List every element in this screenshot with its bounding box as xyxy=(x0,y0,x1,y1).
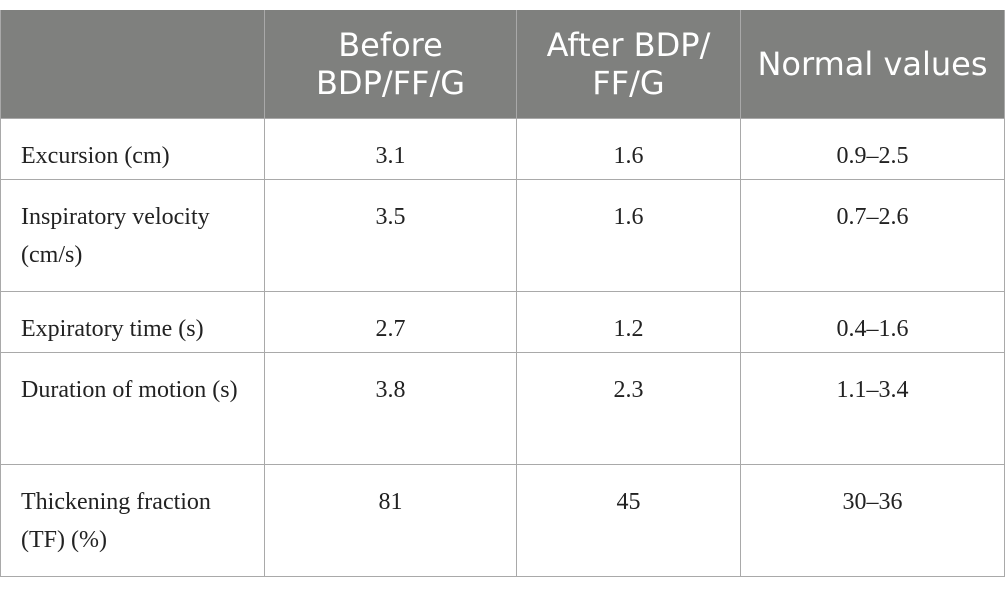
row-label: Duration of motion (s) xyxy=(0,352,265,465)
after-value: 1.6 xyxy=(516,118,741,180)
header-cell-empty xyxy=(0,10,265,119)
table-row: Inspiratory velocity (cm/s) 3.5 1.6 0.7–… xyxy=(0,179,1005,292)
row-label: Inspiratory velocity (cm/s) xyxy=(0,179,265,292)
after-value: 45 xyxy=(516,464,741,577)
before-value: 3.5 xyxy=(264,179,517,292)
normal-value: 0.4–1.6 xyxy=(740,291,1005,353)
after-value: 1.6 xyxy=(516,179,741,292)
row-label: Excursion (cm) xyxy=(0,118,265,180)
after-value: 2.3 xyxy=(516,352,741,465)
header-row: Before BDP/FF/G After BDP/ FF/G Normal v… xyxy=(0,10,1005,119)
normal-value: 30–36 xyxy=(740,464,1005,577)
normal-value: 0.9–2.5 xyxy=(740,118,1005,180)
table-row: Duration of motion (s) 3.8 2.3 1.1–3.4 xyxy=(0,352,1005,465)
header-before: Before BDP/FF/G xyxy=(264,10,517,119)
normal-value: 1.1–3.4 xyxy=(740,352,1005,465)
header-after: After BDP/ FF/G xyxy=(516,10,741,119)
data-table: Before BDP/FF/G After BDP/ FF/G Normal v… xyxy=(0,10,1005,577)
before-value: 3.1 xyxy=(264,118,517,180)
table-header: Before BDP/FF/G After BDP/ FF/G Normal v… xyxy=(0,10,1005,119)
table-row: Expiratory time (s) 2.7 1.2 0.4–1.6 xyxy=(0,291,1005,353)
row-label: Thickening fraction (TF) (%) xyxy=(0,464,265,577)
before-value: 2.7 xyxy=(264,291,517,353)
after-value: 1.2 xyxy=(516,291,741,353)
table-row: Excursion (cm) 3.1 1.6 0.9–2.5 xyxy=(0,118,1005,180)
header-normal-values: Normal values xyxy=(740,10,1005,119)
table-row: Thickening fraction (TF) (%) 81 45 30–36 xyxy=(0,464,1005,577)
before-value: 81 xyxy=(264,464,517,577)
before-value: 3.8 xyxy=(264,352,517,465)
table-body: Excursion (cm) 3.1 1.6 0.9–2.5 Inspirato… xyxy=(0,118,1005,577)
row-label: Expiratory time (s) xyxy=(0,291,265,353)
normal-value: 0.7–2.6 xyxy=(740,179,1005,292)
